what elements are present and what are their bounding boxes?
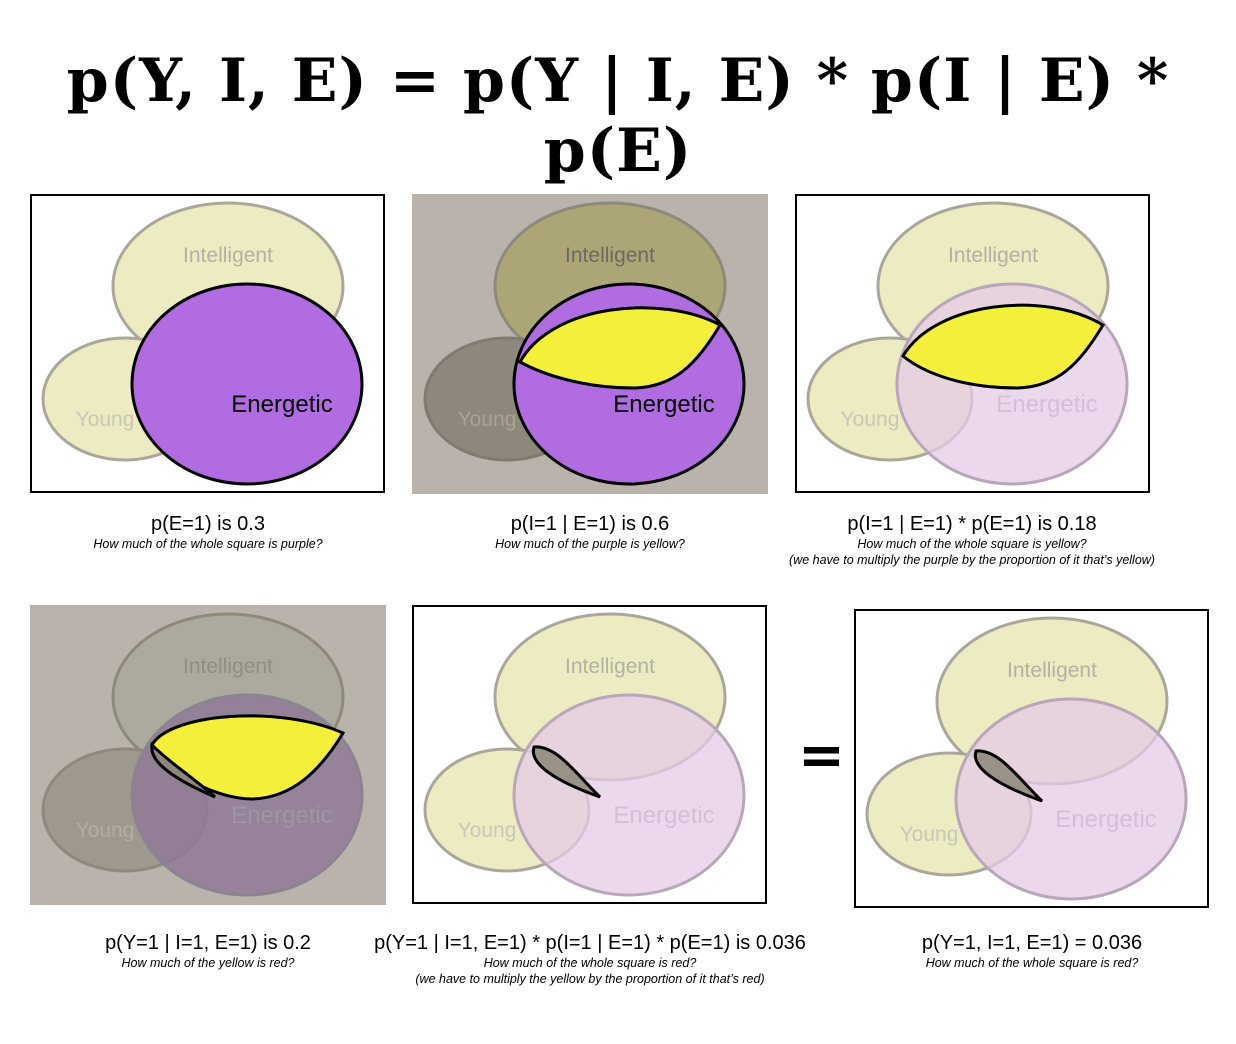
caption-1: p(E=1) is 0.3 How much of the whole squa… bbox=[30, 512, 386, 552]
young-label: Young bbox=[458, 819, 517, 842]
caption-text: p(Y=1, I=1, E=1) = 0.036 bbox=[921, 932, 1143, 954]
energetic-label: Energetic bbox=[231, 802, 332, 829]
caption-note: (we have to multiply the purple by the p… bbox=[789, 553, 1155, 567]
caption-6: p(Y=1, I=1, E=1) = 0.036 How much of the… bbox=[854, 931, 1210, 971]
caption-note: (we have to multiply the yellow by the p… bbox=[415, 972, 765, 986]
young-label: Young bbox=[900, 823, 959, 846]
young-label: Young bbox=[458, 408, 517, 431]
caption-question: How much of the whole square is yellow? bbox=[857, 537, 1087, 551]
panel-energetic: Intelligent Young Energetic bbox=[30, 194, 386, 494]
caption-question: How much of the whole square is red? bbox=[925, 956, 1139, 970]
venn-diagram-4: Intelligent Young Energetic bbox=[30, 605, 386, 905]
panel-product-red: Intelligent Young Energetic bbox=[412, 605, 768, 905]
caption-5: p(Y=1 | I=1, E=1) * p(I=1 | E=1) * p(E=1… bbox=[355, 931, 825, 987]
energetic-label: Energetic bbox=[613, 391, 714, 418]
panel-young-given-intelligent-energetic: Intelligent Young Energetic bbox=[30, 605, 386, 905]
caption-2: p(I=1 | E=1) is 0.6 How much of the purp… bbox=[412, 512, 768, 552]
caption-question: How much of the whole square is red? bbox=[483, 956, 697, 970]
energetic-label: Energetic bbox=[231, 391, 332, 418]
intelligent-label: Intelligent bbox=[183, 655, 273, 678]
panel-joint-probability: Intelligent Young Energetic bbox=[854, 609, 1210, 909]
caption-text: p(Y=1 | I=1, E=1) is 0.2 bbox=[105, 932, 311, 954]
venn-diagram-5: Intelligent Young Energetic bbox=[412, 605, 767, 904]
caption-4: p(Y=1 | I=1, E=1) is 0.2 How much of the… bbox=[30, 931, 386, 971]
venn-diagram-2: Intelligent Young Energetic bbox=[412, 194, 768, 494]
intelligent-label: Intelligent bbox=[948, 244, 1038, 267]
formula-title: p(Y, I, E) = p(Y | I, E) * p(I | E) * p(… bbox=[66, 46, 1170, 186]
caption-question: How much of the yellow is red? bbox=[121, 956, 295, 970]
intelligent-label: Intelligent bbox=[565, 244, 655, 267]
panel-intelligent-and-energetic: Intelligent Young Energetic bbox=[795, 194, 1151, 494]
caption-text: p(E=1) is 0.3 bbox=[151, 513, 265, 535]
energetic-label: Energetic bbox=[613, 802, 714, 829]
caption-question: How much of the whole square is purple? bbox=[93, 537, 323, 551]
venn-diagram-1: Intelligent Young Energetic bbox=[30, 194, 385, 493]
young-label: Young bbox=[76, 408, 135, 431]
energetic-label: Energetic bbox=[1055, 806, 1156, 833]
panel-intelligent-given-energetic: Intelligent Young Energetic bbox=[412, 194, 768, 494]
intelligent-label: Intelligent bbox=[1007, 659, 1097, 682]
energetic-label: Energetic bbox=[996, 391, 1097, 418]
young-label: Young bbox=[841, 408, 900, 431]
intelligent-label: Intelligent bbox=[183, 244, 273, 267]
caption-text: p(Y=1 | I=1, E=1) * p(I=1 | E=1) * p(E=1… bbox=[374, 932, 806, 954]
caption-text: p(I=1 | E=1) is 0.6 bbox=[510, 513, 670, 535]
intelligent-label: Intelligent bbox=[565, 655, 655, 678]
young-label: Young bbox=[76, 819, 135, 842]
caption-3: p(I=1 | E=1) * p(E=1) is 0.18 How much o… bbox=[742, 512, 1202, 568]
venn-diagram-6: Intelligent Young Energetic bbox=[854, 609, 1209, 908]
caption-text: p(I=1 | E=1) * p(E=1) is 0.18 bbox=[847, 513, 1097, 535]
caption-question: How much of the purple is yellow? bbox=[495, 537, 685, 551]
equals-sign: = bbox=[798, 723, 845, 788]
venn-diagram-3: Intelligent Young Energetic bbox=[795, 194, 1150, 493]
